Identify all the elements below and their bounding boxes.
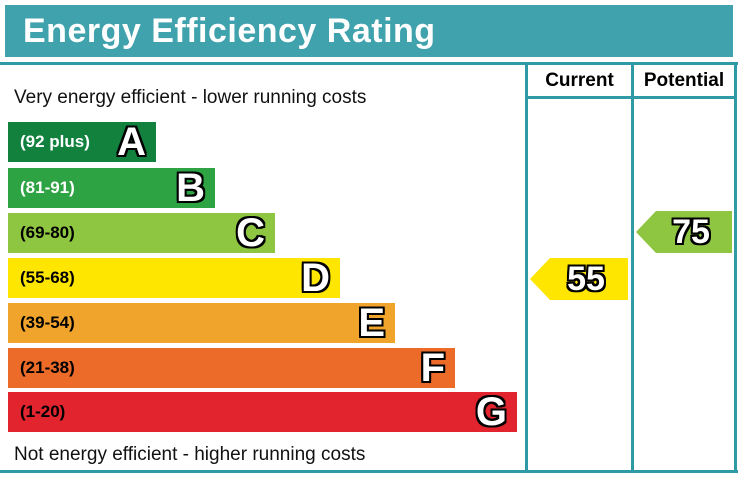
band-g: (1-20) G [8, 392, 517, 432]
band-b: (81-91) B [8, 168, 215, 208]
band-a-range-label: (92 plus) [20, 132, 90, 151]
band-f: (21-38) F [8, 348, 455, 388]
current-potential-divider [631, 62, 634, 473]
band-e: (39-54) E [8, 303, 395, 343]
band-c-letter: C [236, 211, 265, 255]
current-marker: 55 [530, 258, 628, 300]
table-bottom-border [0, 470, 738, 473]
current-value: 55 [567, 260, 605, 298]
band-b-range-label: (81-91) [20, 178, 75, 197]
band-a: (92 plus) A [8, 122, 156, 162]
band-g-letter: G [475, 390, 507, 434]
band-g-range-label: (1-20) [20, 402, 66, 421]
header-underline [525, 96, 737, 99]
potential-marker: 75 [636, 211, 732, 253]
band-e-letter: E [358, 301, 385, 345]
band-f-letter: F [420, 346, 445, 390]
band-c-range-label: (69-80) [20, 223, 75, 242]
band-d-range-label: (55-68) [20, 268, 75, 287]
band-a-letter: A [117, 120, 146, 164]
potential-value: 75 [672, 213, 710, 251]
band-c: (69-80) C [8, 213, 275, 253]
band-d-letter: D [301, 256, 330, 300]
title-bar: Energy Efficiency Rating [5, 5, 733, 57]
band-b-letter: B [176, 166, 205, 210]
page-title: Energy Efficiency Rating [23, 11, 436, 50]
current-column-header: Current [545, 70, 614, 91]
top-note: Very energy efficient - lower running co… [14, 87, 367, 108]
band-e-range-label: (39-54) [20, 313, 75, 332]
potential-column-header: Potential [643, 70, 725, 91]
current-column-left-border [525, 62, 528, 473]
band-f-range-label: (21-38) [20, 358, 75, 377]
table-top-border [0, 62, 738, 65]
band-d: (55-68) D [8, 258, 340, 298]
bottom-note: Not energy efficient - higher running co… [14, 444, 366, 465]
table-right-border [734, 62, 737, 473]
